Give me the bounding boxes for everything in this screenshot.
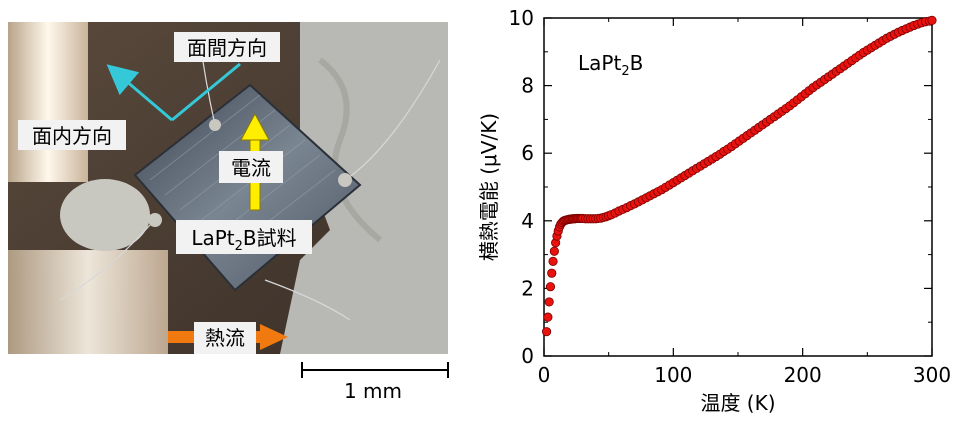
y-tick-label: 4 (521, 209, 534, 233)
y-axis-label: 横熱電能 (μV/K) (477, 113, 501, 261)
mounting-paste (280, 22, 448, 354)
y-tick-label: 0 (521, 344, 534, 368)
heatflow-label-box (194, 322, 256, 354)
x-tick-label: 100 (654, 363, 692, 387)
paste-texture (318, 57, 382, 243)
data-point (543, 312, 553, 322)
lower-plate (8, 250, 168, 354)
inplane-label-box (18, 120, 126, 150)
x-tick-label: 0 (538, 363, 551, 387)
current-label-box (219, 151, 283, 183)
data-point (541, 327, 552, 337)
data-point (927, 15, 937, 25)
contact-dot (338, 173, 352, 187)
chart-points (541, 15, 937, 337)
scale-bar-label: 1 mm (344, 379, 402, 403)
scale-bar (301, 362, 449, 378)
data-point (544, 297, 554, 307)
chart-panel: 0 100 200 300 0 2 4 6 8 10 温度 (K) 横熱電能 (μV/K) LaPt2B (460, 0, 960, 420)
y-tick-label: 6 (521, 141, 534, 165)
inplane-label: 面内方向 (32, 124, 112, 148)
data-point (545, 282, 556, 292)
x-tick-label: 200 (784, 363, 822, 387)
sample-label-suffix: B試料 (243, 226, 297, 250)
x-tick-label: 300 (913, 363, 951, 387)
sample-label-sub: 2 (235, 239, 243, 254)
sample-label-prefix: LaPt (191, 226, 234, 250)
current-label: 電流 (231, 156, 271, 180)
contact-dot (148, 213, 162, 227)
upper-plate (8, 22, 88, 182)
x-axis-label: 温度 (K) (700, 391, 775, 415)
interplane-arrow (106, 62, 241, 122)
data-point (548, 256, 558, 266)
sample-photo-panel: 面間方向 面内方向 電流 LaPt2B試料 熱流 (0, 0, 460, 420)
chart-annotation-prefix: LaPt (578, 51, 621, 75)
data-point (549, 246, 559, 256)
chart-annotation-suffix: B (630, 51, 644, 75)
sample-label: LaPt2B試料 (191, 226, 296, 254)
sample-photo: 面間方向 面内方向 電流 LaPt2B試料 熱流 (8, 22, 449, 403)
interplane-label-box (174, 32, 280, 62)
interplane-label: 面間方向 (187, 36, 267, 60)
data-point (547, 268, 557, 278)
chart-axes (543, 17, 933, 357)
y-tick-label: 2 (521, 276, 534, 300)
contact-dot (209, 119, 221, 131)
heatflow-label: 熱流 (205, 326, 245, 350)
sample-label-box (176, 220, 312, 254)
silver-paste-left (60, 179, 150, 251)
chart-annotation-sub: 2 (621, 64, 629, 79)
y-tick-label: 8 (521, 74, 534, 98)
y-tick-label: 10 (509, 6, 534, 30)
chart-annotation: LaPt2B (578, 51, 643, 79)
